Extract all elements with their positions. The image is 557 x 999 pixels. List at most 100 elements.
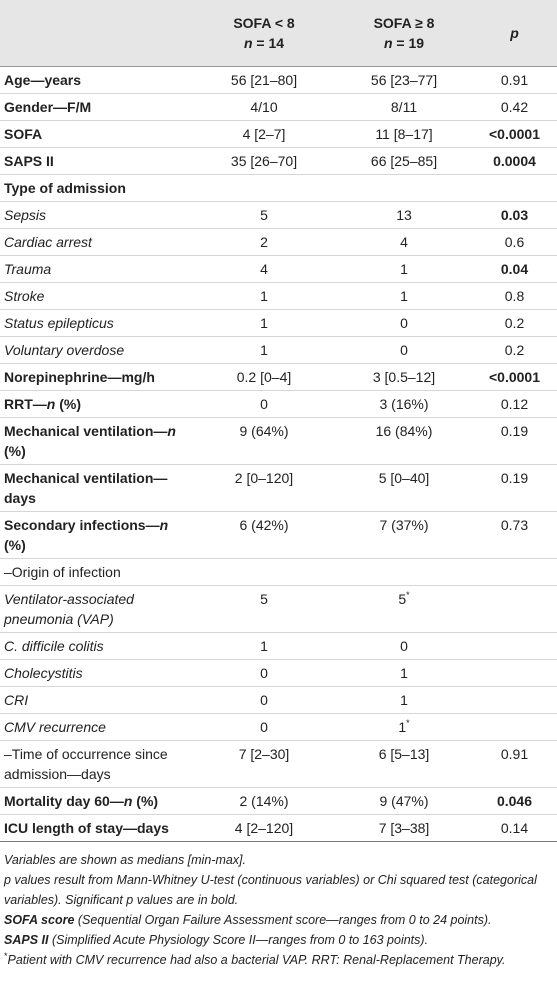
cell: 6 [5–13]	[336, 740, 472, 788]
text: C. difficile colitis	[4, 638, 104, 654]
cell: 4	[336, 228, 472, 256]
table-row: Norepinephrine—mg/h 0.2 [0–4] 3 [0.5–12] <0…	[0, 363, 557, 391]
text: RRT—	[4, 396, 47, 412]
table-row: Gender—F/M 4/10 8/11 0.42	[0, 93, 557, 121]
text: (%)	[55, 396, 82, 412]
table-row: Status epilepticus 1 0 0.2	[0, 309, 557, 337]
row-label: C. difficile colitis	[0, 632, 192, 660]
cell	[472, 558, 557, 586]
text: 0.2 [0–4]	[236, 369, 292, 385]
row-label: Status epilepticus	[0, 309, 192, 337]
text: 0.19	[500, 470, 529, 486]
row-label: CMV recurrence	[0, 713, 192, 741]
cell: 0.91	[472, 740, 557, 788]
cell: 0.2	[472, 309, 557, 337]
text: SAPS II	[4, 933, 49, 947]
text: = 14	[252, 35, 285, 51]
text: 56 [21–80]	[230, 72, 298, 88]
cell	[472, 174, 557, 202]
text: 0.2	[504, 342, 525, 358]
text: *	[4, 951, 8, 961]
text: 1	[260, 315, 268, 331]
text: 2 [0–120]	[234, 470, 294, 486]
row-label: Mortality day 60—n (%)	[0, 787, 192, 815]
table-row: SOFA 4 [2–7] 11 [8–17] <0.0001	[0, 120, 557, 148]
text: 1	[260, 288, 268, 304]
text: SAPS II	[4, 153, 54, 169]
text: 1	[260, 342, 268, 358]
text: –Origin of infection	[4, 564, 121, 580]
text: 2	[260, 234, 268, 250]
cell: 35 [26–70]	[192, 147, 336, 175]
cell: 0.14	[472, 814, 557, 842]
cell	[472, 632, 557, 660]
cell: 56 [21–80]	[192, 66, 336, 94]
text: Cardiac arrest	[4, 234, 92, 250]
text: Age—years	[4, 72, 82, 88]
cell	[472, 585, 557, 633]
text: CRI	[4, 692, 29, 708]
text: (%)	[4, 537, 26, 553]
text: 7 [3–38]	[378, 820, 430, 836]
cell	[192, 174, 336, 202]
header-line: p	[472, 23, 557, 43]
text: 0	[260, 396, 268, 412]
header-line: SOFA < 8	[192, 13, 336, 33]
row-label: –Time of occurrence since admission—days	[0, 740, 192, 788]
table-row: Mortality day 60—n (%) 2 (14%) 9 (47%) 0.04…	[0, 787, 557, 815]
table-row: Voluntary overdose 1 0 0.2	[0, 336, 557, 364]
text: 13	[396, 207, 412, 223]
table-row: Age—years 56 [21–80] 56 [23–77] 0.91	[0, 66, 557, 94]
cell: 7 [3–38]	[336, 814, 472, 842]
text: Mechanical ventilation—days	[4, 470, 168, 506]
row-label: Trauma	[0, 255, 192, 283]
text: SOFA score	[4, 913, 75, 927]
cell	[472, 659, 557, 687]
footnote: p values result from Mann-Whitney U-test…	[4, 870, 553, 910]
text: <0.0001	[489, 126, 540, 142]
table-row: CMV recurrence 0 1*	[0, 713, 557, 741]
text: n	[167, 423, 176, 439]
cell: 0	[336, 309, 472, 337]
cell: 1	[192, 632, 336, 660]
cell: 5 [0–40]	[336, 464, 472, 512]
row-label: Type of admission	[0, 174, 192, 202]
text: Mechanical ventilation—	[4, 423, 168, 439]
text: 5	[260, 591, 268, 607]
cell: 4 [2–120]	[192, 814, 336, 842]
text: 3 [0.5–12]	[372, 369, 436, 385]
text: 4	[400, 234, 408, 250]
header-cell: p	[472, 0, 557, 67]
row-label: SAPS II	[0, 147, 192, 175]
table-row: Stroke 1 1 0.8	[0, 282, 557, 310]
table-row: RRT—n (%) 0 3 (16%) 0.12	[0, 390, 557, 418]
text: SOFA	[4, 126, 43, 142]
row-label: ICU length of stay—days	[0, 814, 192, 842]
text: *	[406, 590, 410, 600]
cell: 0.19	[472, 417, 557, 465]
row-label: Ventilator-associated pneumonia (VAP)	[0, 585, 192, 633]
cell: 0	[192, 659, 336, 687]
text: (Sequential Organ Failure Assessment sco…	[74, 913, 492, 927]
cell: 4	[192, 255, 336, 283]
footnote: *Patient with CMV recurrence had also a …	[4, 950, 553, 970]
cell: 2	[192, 228, 336, 256]
text: 4	[260, 261, 268, 277]
text: (%)	[132, 793, 159, 809]
cell	[336, 558, 472, 586]
text: p values result from Mann-Whitney U-test…	[4, 873, 537, 907]
text: p	[510, 25, 519, 41]
text: Secondary infections—	[4, 517, 160, 533]
text: 4 [2–7]	[242, 126, 286, 142]
text: Variables are shown as medians [min-max]…	[4, 853, 246, 867]
table-row: C. difficile colitis 1 0	[0, 632, 557, 660]
cell: 1	[336, 282, 472, 310]
cell: 5*	[336, 585, 472, 633]
table-row: Mechanical ventilation—days 2 [0–120] 5 [0…	[0, 464, 557, 512]
text: Cholecystitis	[4, 665, 83, 681]
cell: 3 [0.5–12]	[336, 363, 472, 391]
text: 0.91	[500, 746, 529, 762]
text: SOFA ≥ 8	[373, 15, 435, 31]
text: Trauma	[4, 261, 52, 277]
text: n	[123, 793, 133, 809]
